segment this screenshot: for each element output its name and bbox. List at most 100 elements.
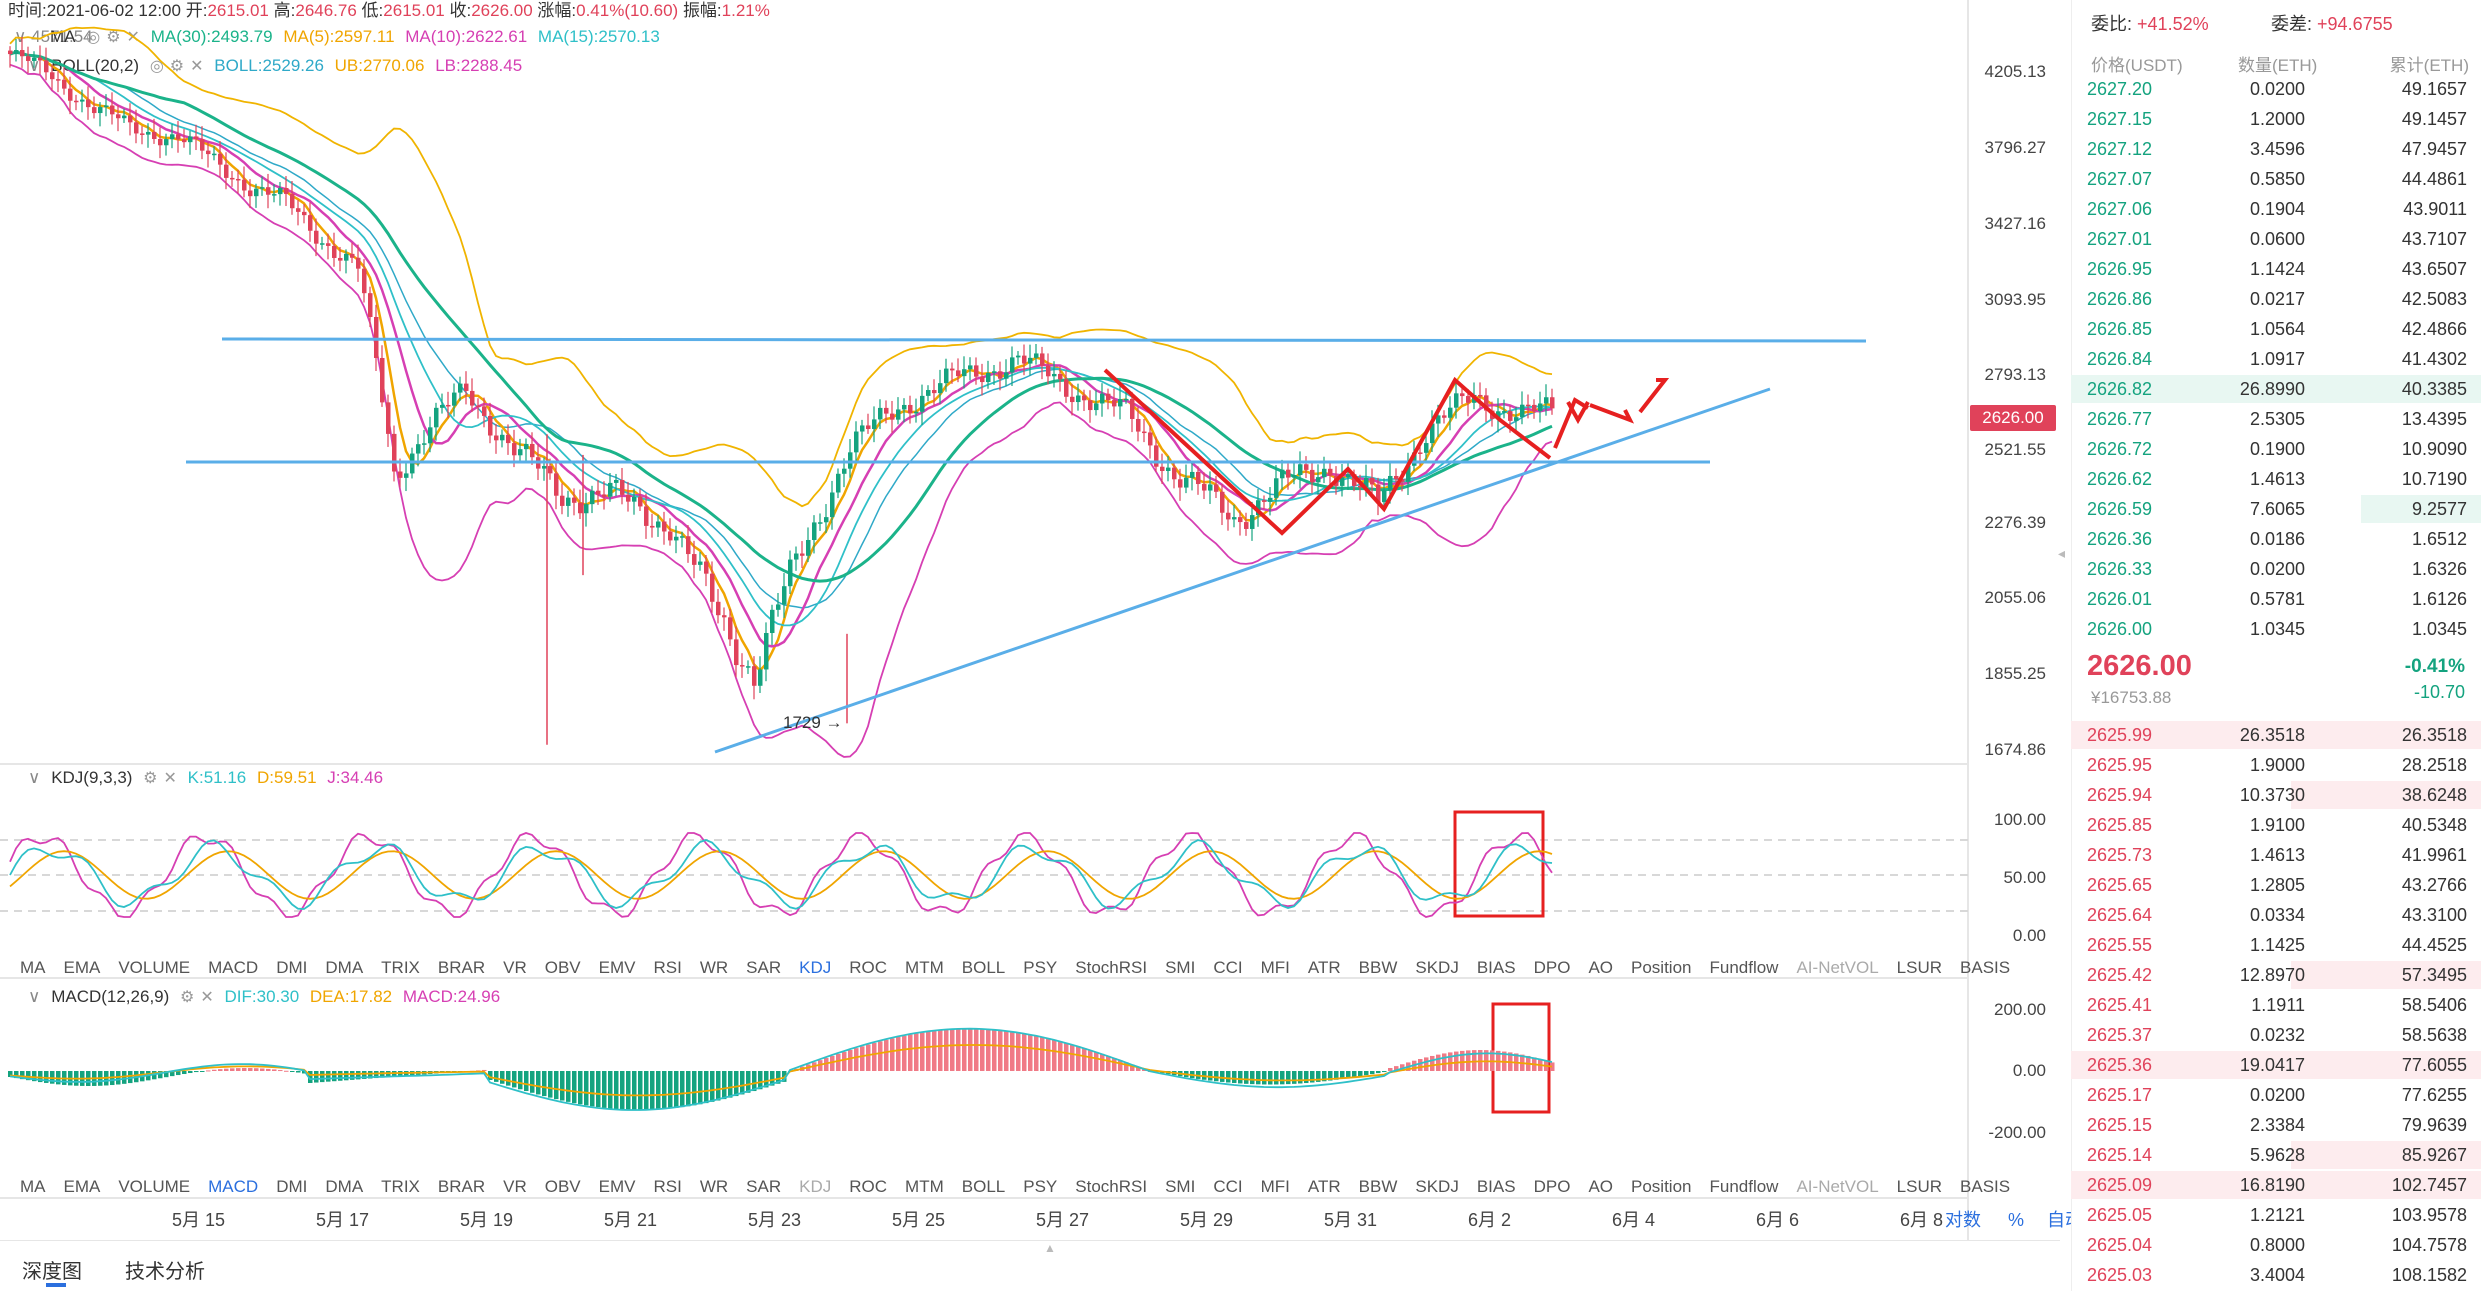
settings-icon[interactable]: ⚙ xyxy=(180,989,195,1006)
close-icon[interactable]: ✕ xyxy=(200,989,214,1006)
ask-row[interactable]: 2627.07 0.5850 44.4861 xyxy=(2071,164,2481,194)
indicator-tab-basis[interactable]: BASIS xyxy=(1960,958,2011,977)
ask-row[interactable]: 2626.85 1.0564 42.4866 xyxy=(2071,314,2481,344)
indicator-tab-ao[interactable]: AO xyxy=(1588,1177,1613,1196)
kline-chart[interactable] xyxy=(0,0,2060,1250)
indicator-tab-ema[interactable]: EMA xyxy=(63,958,101,977)
bid-row[interactable]: 2625.73 1.4613 41.9961 xyxy=(2071,840,2481,870)
indicator-tab-volume[interactable]: VOLUME xyxy=(118,1177,191,1196)
eye-icon[interactable]: ◎ xyxy=(149,58,164,75)
indicator-tab-skdj[interactable]: SKDJ xyxy=(1415,958,1459,977)
bid-row[interactable]: 2625.55 1.1425 44.4525 xyxy=(2071,930,2481,960)
indicator-tab-brar[interactable]: BRAR xyxy=(437,958,486,977)
bid-row[interactable]: 2625.37 0.0232 58.5638 xyxy=(2071,1020,2481,1050)
tab-technical-analysis[interactable]: 技术分析 xyxy=(125,1261,205,1283)
bid-row[interactable]: 2625.95 1.9000 28.2518 xyxy=(2071,750,2481,780)
indicator-tab-atr[interactable]: ATR xyxy=(1307,1177,1341,1196)
indicator-tab-smi[interactable]: SMI xyxy=(1165,958,1196,977)
indicator-tab-mfi[interactable]: MFI xyxy=(1260,958,1290,977)
indicator-tab-smi[interactable]: SMI xyxy=(1165,1177,1196,1196)
bid-row[interactable]: 2625.94 10.3730 38.6248 xyxy=(2071,780,2481,810)
indicator-tab-mtm[interactable]: MTM xyxy=(905,1177,944,1196)
indicator-tab-volume[interactable]: VOLUME xyxy=(118,958,191,977)
indicator-tab-atr[interactable]: ATR xyxy=(1307,958,1341,977)
indicator-tab-ma[interactable]: MA xyxy=(20,958,46,977)
indicator-tab-dma[interactable]: DMA xyxy=(325,958,364,977)
close-icon[interactable]: ✕ xyxy=(190,58,204,75)
ask-row[interactable]: 2627.15 1.2000 49.1457 xyxy=(2071,104,2481,134)
indicator-tab-mfi[interactable]: MFI xyxy=(1260,1177,1290,1196)
indicator-tab-ema[interactable]: EMA xyxy=(63,1177,101,1196)
scroll-up-handle[interactable]: ▲ xyxy=(1044,1241,1056,1255)
indicator-tab-emv[interactable]: EMV xyxy=(598,958,636,977)
indicator-tab-fundflow[interactable]: Fundflow xyxy=(1709,958,1779,977)
indicator-tab-skdj[interactable]: SKDJ xyxy=(1415,1177,1459,1196)
chevron-down-icon[interactable]: ∨ xyxy=(28,987,41,1006)
indicator-tab-lsur[interactable]: LSUR xyxy=(1896,958,1943,977)
ask-row[interactable]: 2626.00 1.0345 1.0345 xyxy=(2071,614,2481,644)
ask-row[interactable]: 2626.84 1.0917 41.4302 xyxy=(2071,344,2481,374)
indicator-tab-bbw[interactable]: BBW xyxy=(1358,1177,1398,1196)
log-scale-toggle[interactable]: 对数 xyxy=(1945,1210,1981,1230)
bid-row[interactable]: 2625.03 3.4004 108.1582 xyxy=(2071,1260,2481,1290)
ask-row[interactable]: 2627.01 0.0600 43.7107 xyxy=(2071,224,2481,254)
indicator-tab-stochrsi[interactable]: StochRSI xyxy=(1075,958,1148,977)
indicator-tab-psy[interactable]: PSY xyxy=(1023,958,1058,977)
indicator-tab-kdj[interactable]: KDJ xyxy=(799,958,832,977)
bid-row[interactable]: 2625.36 19.0417 77.6055 xyxy=(2071,1050,2481,1080)
collapse-left-handle[interactable]: ◂ xyxy=(2058,545,2066,561)
ask-row[interactable]: 2627.12 3.4596 47.9457 xyxy=(2071,134,2481,164)
indicator-tab-dmi[interactable]: DMI xyxy=(276,958,308,977)
ask-row[interactable]: 2626.36 0.0186 1.6512 xyxy=(2071,524,2481,554)
ask-row[interactable]: 2626.01 0.5781 1.6126 xyxy=(2071,584,2481,614)
settings-icon[interactable]: ⚙ xyxy=(169,58,185,75)
indicator-tab-obv[interactable]: OBV xyxy=(544,1177,581,1196)
settings-icon[interactable]: ⚙ xyxy=(143,770,158,787)
indicator-tab-wr[interactable]: WR xyxy=(699,1177,729,1196)
eye-icon[interactable]: ◎ xyxy=(86,29,101,46)
indicator-tab-ao[interactable]: AO xyxy=(1588,958,1613,977)
bid-row[interactable]: 2625.09 16.8190 102.7457 xyxy=(2071,1170,2481,1200)
settings-icon[interactable]: ⚙ xyxy=(106,29,121,46)
ask-row[interactable]: 2626.62 1.4613 10.7190 xyxy=(2071,464,2481,494)
bid-row[interactable]: 2625.64 0.0334 43.3100 xyxy=(2071,900,2481,930)
ask-row[interactable]: 2626.33 0.0200 1.6326 xyxy=(2071,554,2481,584)
indicator-tab-roc[interactable]: ROC xyxy=(849,958,888,977)
indicator-tab-dpo[interactable]: DPO xyxy=(1533,958,1571,977)
ask-row[interactable]: 2626.72 0.1900 10.9090 xyxy=(2071,434,2481,464)
indicator-tab-vr[interactable]: VR xyxy=(503,1177,527,1196)
indicator-tab-cci[interactable]: CCI xyxy=(1213,1177,1243,1196)
indicator-tab-trix[interactable]: TRIX xyxy=(381,958,420,977)
ask-row[interactable]: 2626.59 7.6065 9.2577 xyxy=(2071,494,2481,524)
indicator-tab-bias[interactable]: BIAS xyxy=(1476,1177,1516,1196)
indicator-tab-trix[interactable]: TRIX xyxy=(381,1177,420,1196)
bid-row[interactable]: 2625.42 12.8970 57.3495 xyxy=(2071,960,2481,990)
indicator-tab-dmi[interactable]: DMI xyxy=(276,1177,308,1196)
ask-row[interactable]: 2626.77 2.5305 13.4395 xyxy=(2071,404,2481,434)
tab-depth-chart[interactable]: 深度图 xyxy=(22,1261,82,1283)
indicator-tab-fundflow[interactable]: Fundflow xyxy=(1709,1177,1779,1196)
bid-row[interactable]: 2625.65 1.2805 43.2766 xyxy=(2071,870,2481,900)
bid-row[interactable]: 2625.14 5.9628 85.9267 xyxy=(2071,1140,2481,1170)
indicator-tab-obv[interactable]: OBV xyxy=(544,958,581,977)
chevron-down-icon[interactable]: ∨ xyxy=(28,768,41,787)
close-icon[interactable]: ✕ xyxy=(163,770,177,787)
indicator-tab-boll[interactable]: BOLL xyxy=(961,1177,1006,1196)
percent-toggle[interactable]: % xyxy=(2008,1210,2025,1230)
indicator-tab-position[interactable]: Position xyxy=(1631,1177,1692,1196)
price-axis[interactable]: 4205.13 3796.27 3427.16 3093.95 2793.13 2521.… xyxy=(1970,0,2060,760)
indicator-tab-basis[interactable]: BASIS xyxy=(1960,1177,2011,1196)
ask-row[interactable]: 2627.20 0.0200 49.1657 xyxy=(2071,74,2481,104)
indicator-tab-macd[interactable]: MACD xyxy=(208,1177,259,1196)
ask-row[interactable]: 2626.86 0.0217 42.5083 xyxy=(2071,284,2481,314)
indicator-tab-ma[interactable]: MA xyxy=(20,1177,46,1196)
ask-row[interactable]: 2626.82 26.8990 40.3385 xyxy=(2071,374,2481,404)
indicator-tab-kdj[interactable]: KDJ xyxy=(799,1177,832,1196)
indicator-tab-psy[interactable]: PSY xyxy=(1023,1177,1058,1196)
indicator-tab-bbw[interactable]: BBW xyxy=(1358,958,1398,977)
indicator-tab-dpo[interactable]: DPO xyxy=(1533,1177,1571,1196)
indicator-tab-emv[interactable]: EMV xyxy=(598,1177,636,1196)
indicator-tab-rsi[interactable]: RSI xyxy=(653,958,682,977)
ask-row[interactable]: 2627.06 0.1904 43.9011 xyxy=(2071,194,2481,224)
indicator-tab-rsi[interactable]: RSI xyxy=(653,1177,682,1196)
